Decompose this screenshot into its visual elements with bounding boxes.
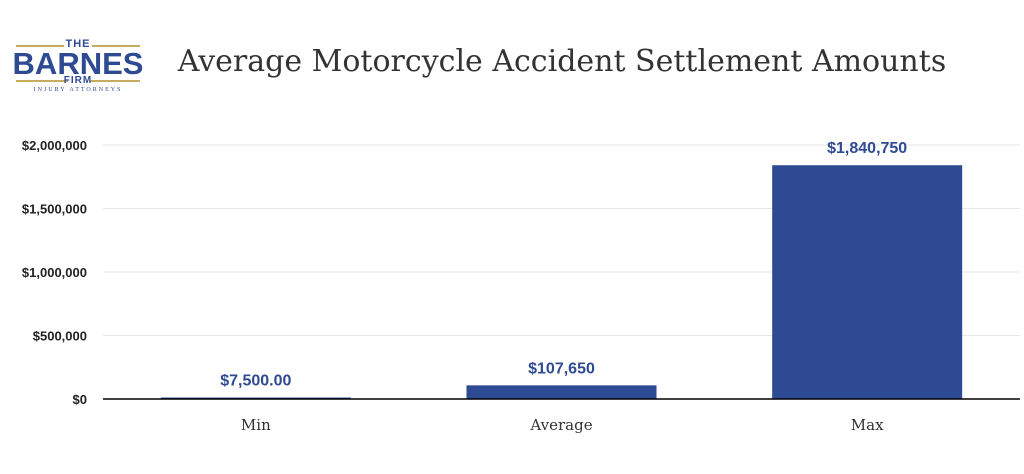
logo-brand-text: BARNES	[12, 46, 144, 81]
logo-subtitle-text: INJURY ATTORNEYS	[33, 87, 123, 93]
logo-firm-text: FIRM	[63, 75, 93, 86]
logo-rule	[92, 45, 140, 47]
x-tick-label: Average	[529, 416, 592, 434]
y-tick-label: $500,000	[33, 329, 87, 344]
logo-rule	[90, 80, 140, 82]
x-tick-label: Max	[851, 416, 884, 434]
y-tick-label: $2,000,000	[22, 138, 87, 153]
data-label: $107,650	[528, 360, 595, 377]
bar	[772, 165, 963, 399]
chart-title: Average Motorcycle Accident Settlement A…	[177, 44, 947, 79]
y-tick-label: $0	[73, 392, 87, 407]
firm-logo: THE BARNES FIRM INJURY ATTORNEYS	[8, 38, 148, 98]
logo-rule	[16, 45, 64, 47]
data-label: $1,840,750	[827, 140, 907, 157]
x-tick-label: Min	[241, 416, 271, 434]
data-label: $7,500.00	[220, 373, 291, 390]
logo-the-text: THE	[65, 38, 91, 50]
y-tick-label: $1,500,000	[22, 202, 87, 217]
logo-rule	[16, 80, 68, 82]
bar	[466, 385, 657, 399]
y-tick-label: $1,000,000	[22, 265, 87, 280]
